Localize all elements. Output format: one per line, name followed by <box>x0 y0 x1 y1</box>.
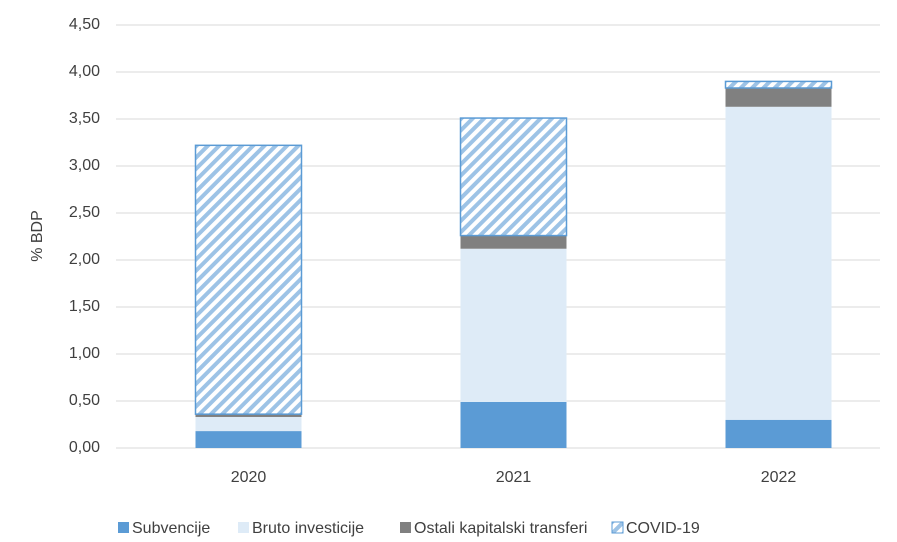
y-tick-label: 4,50 <box>69 16 100 33</box>
bar-segment <box>194 144 303 415</box>
legend-label: COVID-19 <box>626 520 700 537</box>
y-tick-label: 2,50 <box>69 204 100 221</box>
bar-segment <box>725 419 832 448</box>
bar-segment <box>460 401 567 448</box>
legend-label: Ostali kapitalski transferi <box>414 520 587 537</box>
y-tick-label: 0,00 <box>69 439 100 456</box>
bar-segment <box>195 414 302 417</box>
x-tick-label: 2020 <box>231 469 267 486</box>
legend-swatch <box>238 522 249 533</box>
x-tick-label: 2021 <box>496 469 532 486</box>
bar-segment <box>195 416 302 432</box>
x-tick-label: 2022 <box>761 469 797 486</box>
y-tick-label: 4,00 <box>69 63 100 80</box>
y-tick-label: 3,50 <box>69 110 100 127</box>
y-tick-label: 3,00 <box>69 157 100 174</box>
y-tick-label: 1,50 <box>69 298 100 315</box>
y-axis-label: % BDP <box>29 210 46 262</box>
bar-segment <box>195 431 302 448</box>
legend-label: Subvencije <box>132 520 210 537</box>
bar-segment <box>725 87 832 107</box>
bar-segment <box>725 106 832 420</box>
bar-segment <box>460 248 567 402</box>
y-tick-label: 0,50 <box>69 392 100 409</box>
bar-segment <box>724 80 833 89</box>
y-tick-label: 1,00 <box>69 345 100 362</box>
legend-swatch <box>611 521 624 534</box>
bar-segment <box>459 117 568 237</box>
y-tick-label: 2,00 <box>69 251 100 268</box>
legend-swatch <box>118 522 129 533</box>
legend-swatch <box>400 522 411 533</box>
legend-label: Bruto investicije <box>252 520 364 537</box>
bar-segment <box>460 235 567 249</box>
